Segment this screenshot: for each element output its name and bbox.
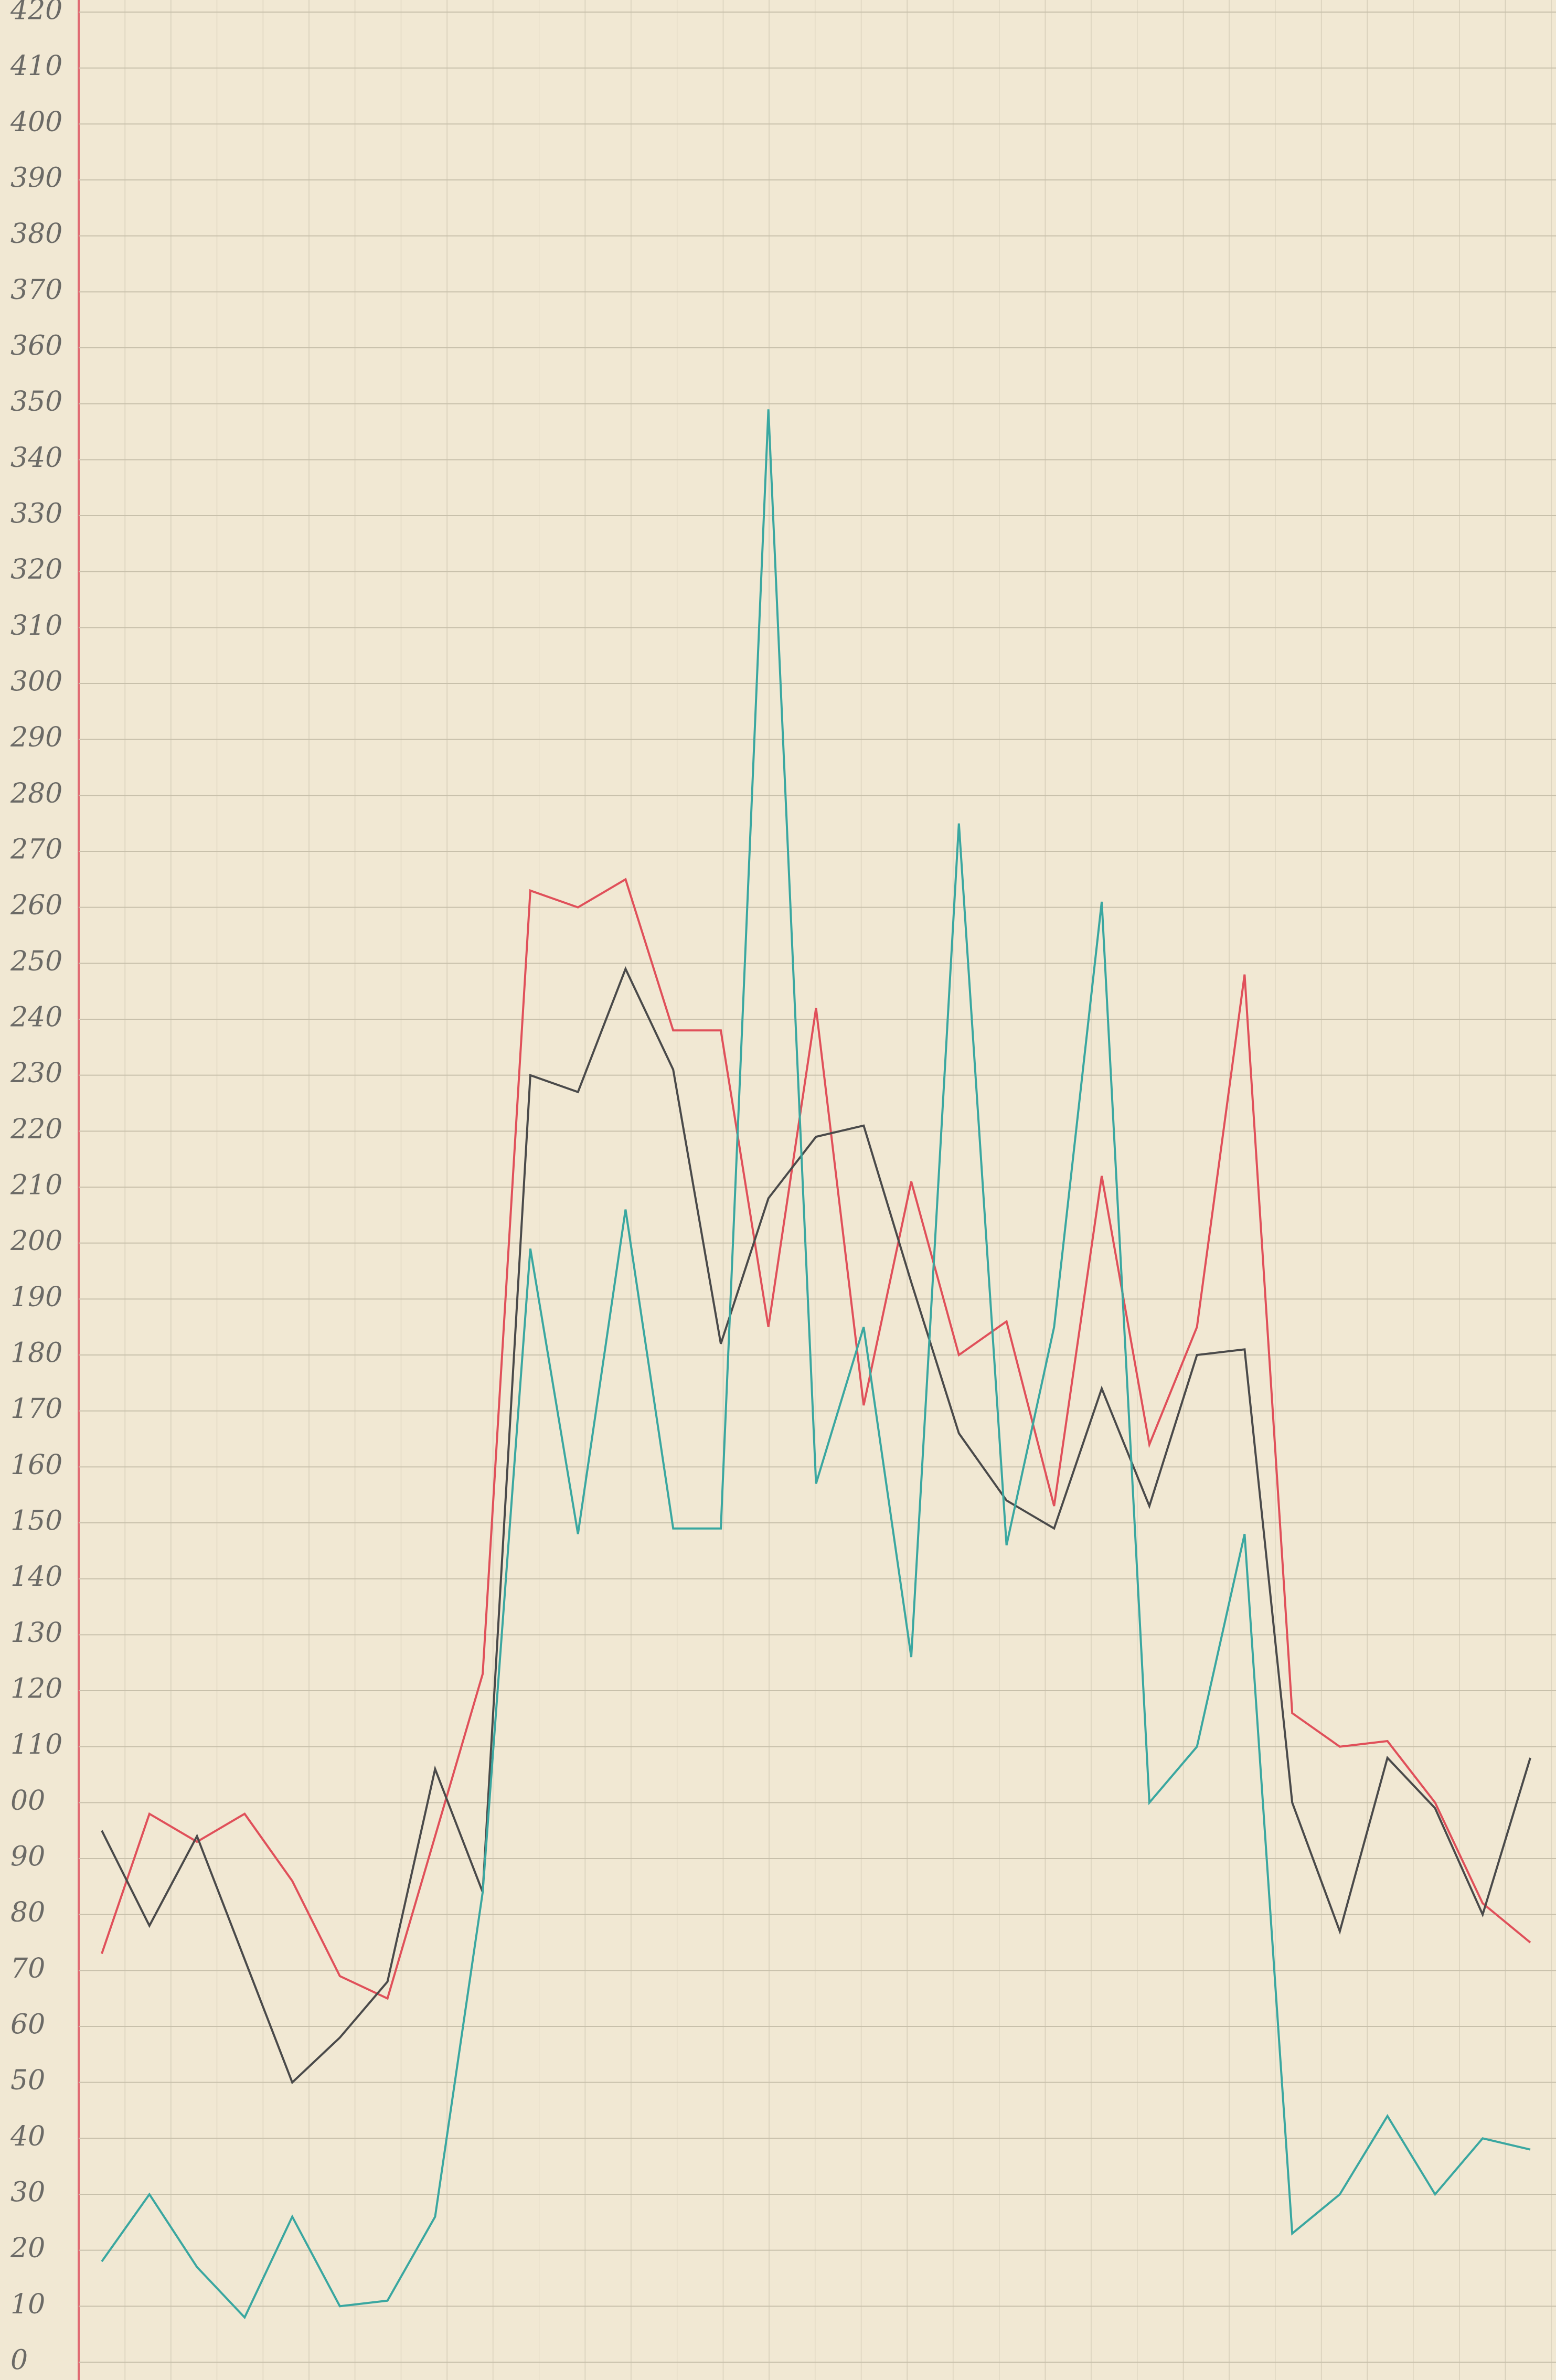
y-tick-label: 190 [10,1282,62,1313]
y-tick-label: 40 [10,2121,45,2152]
y-tick-label: 210 [10,1170,62,1201]
y-tick-label: 200 [10,1225,62,1257]
y-tick-label: 130 [10,1617,62,1649]
y-tick-label: 390 [10,163,62,194]
y-tick-label: 70 [10,1953,45,1984]
y-tick-label: 270 [10,834,62,866]
y-tick-label: 50 [10,2065,45,2096]
y-tick-label: 380 [10,218,62,250]
y-tick-label: 20 [10,2233,45,2264]
y-tick-label: 110 [10,1729,62,1760]
y-tick-label: 330 [10,498,62,530]
data-line [101,878,1531,2000]
y-tick-label: 280 [10,778,62,809]
y-tick-label: 300 [10,666,62,698]
y-tick-label: 310 [10,610,62,642]
y-tick-label: 90 [10,1841,45,1873]
y-tick-label: 00 [10,1785,45,1817]
y-tick-label: 250 [10,946,62,977]
y-tick-label: 420 [10,0,62,26]
y-tick-label: 140 [10,1561,62,1593]
y-tick-label: 360 [10,330,62,362]
y-tick-label: 60 [10,2009,45,2041]
y-tick-label: 80 [10,1897,45,1928]
y-tick-label: 170 [10,1393,62,1425]
y-tick-label: 350 [10,386,62,418]
y-tick-label: 290 [10,722,62,753]
y-tick-label: 120 [10,1673,62,1705]
paper-grid [79,0,1556,2380]
y-tick-label: 180 [10,1338,62,1369]
y-tick-label: 340 [10,442,62,474]
y-tick-label: 320 [10,554,62,585]
y-tick-label: 240 [10,1002,62,1033]
y-tick-label: 400 [10,106,62,138]
y-tick-label: 150 [10,1506,62,1537]
y-tick-label: 220 [10,1114,62,1145]
y-tick-label: 10 [10,2289,45,2320]
y-tick-label: 260 [10,890,62,921]
y-tick-label: 410 [10,50,62,82]
y-tick-label: 370 [10,274,62,306]
y-tick-label: 0 [10,2345,28,2376]
y-tick-label: 160 [10,1449,62,1481]
y-tick-label: 230 [10,1058,62,1089]
data-line [101,409,1531,2320]
y-tick-label: 30 [10,2177,45,2208]
data-line [101,966,1531,2085]
